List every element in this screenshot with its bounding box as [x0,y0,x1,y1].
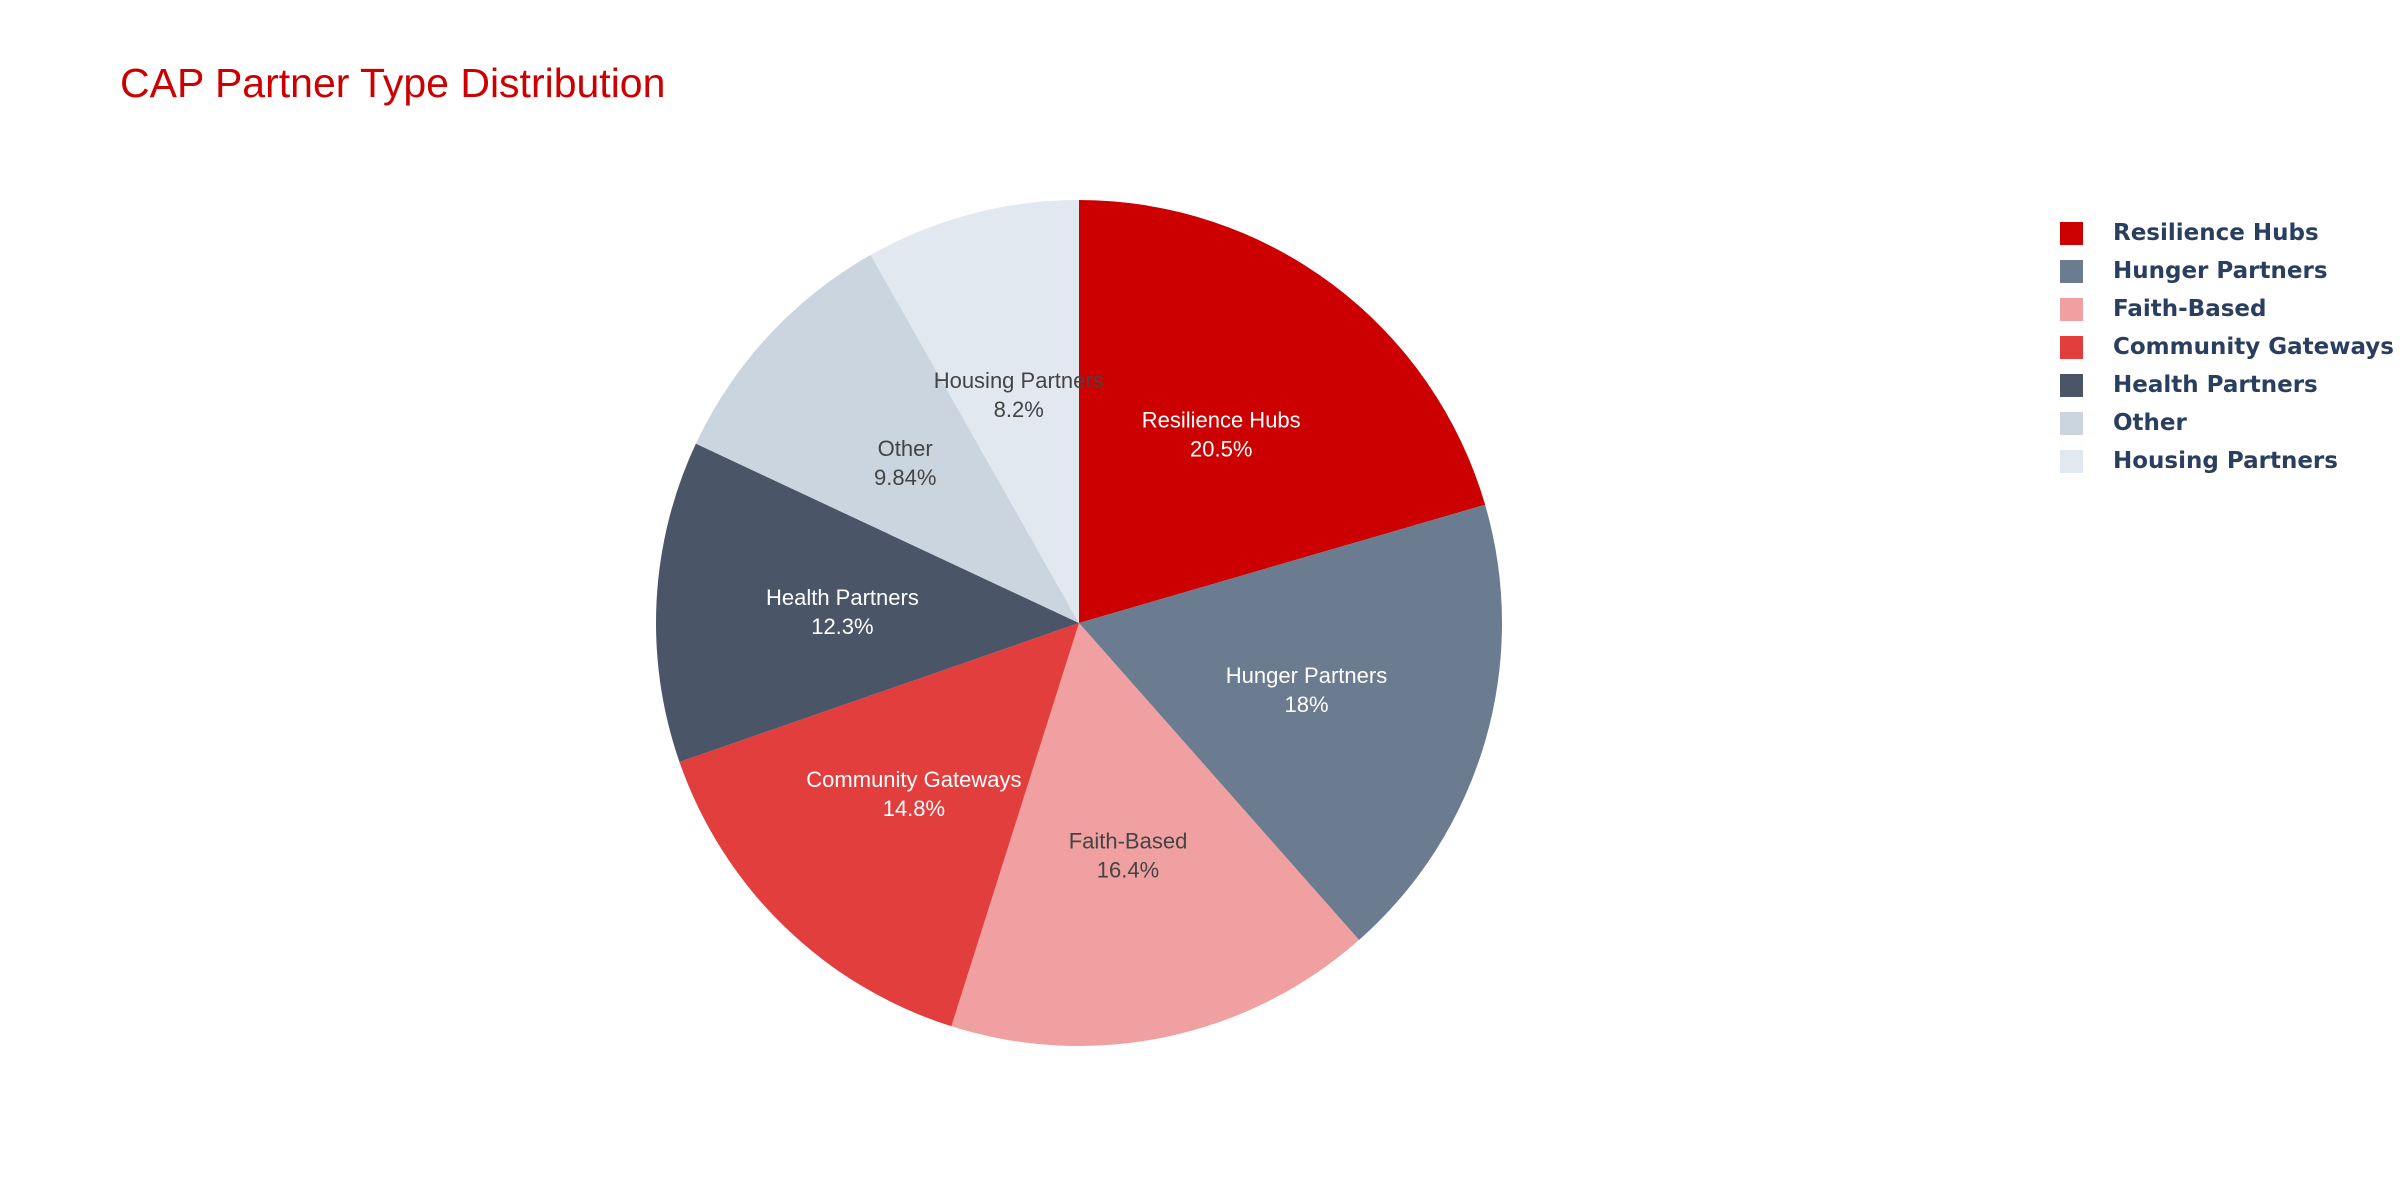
slice-percent: 9.84% [874,465,936,490]
legend-item-faith-based[interactable]: Faith-Based [2060,290,2394,328]
legend-label: Other [2113,410,2187,436]
slice-name: Hunger Partners [1226,663,1387,688]
legend-swatch [2060,297,2083,321]
slice-label-other: Other 9.84% [874,436,936,490]
slice-percent: 16.4% [1097,858,1159,883]
legend-item-housing-partners[interactable]: Housing Partners [2060,442,2394,480]
legend-swatch [2060,221,2083,245]
slice-percent: 20.5% [1190,437,1252,462]
slice-name: Faith-Based [1069,829,1188,854]
slice-percent: 14.8% [883,796,945,821]
slice-label-community-gateways: Community Gateways 14.8% [806,767,1021,821]
slice-percent: 12.3% [811,614,873,639]
legend-item-health-partners[interactable]: Health Partners [2060,366,2394,404]
legend-label: Health Partners [2113,372,2318,398]
pie-slice-faith-based[interactable] [951,623,1360,1047]
legend-label: Community Gateways [2113,334,2394,360]
legend-label: Housing Partners [2113,448,2338,474]
pie-slice-community-gateways[interactable] [679,623,1079,1027]
slice-name: Health Partners [766,585,919,610]
slice-label-health-partners: Health Partners 12.3% [766,585,919,639]
legend-swatch [2060,449,2083,473]
legend-label: Faith-Based [2113,296,2267,322]
legend-swatch [2060,259,2083,283]
legend-label: Hunger Partners [2113,258,2328,284]
legend-item-hunger-partners[interactable]: Hunger Partners [2060,252,2394,290]
legend-label: Resilience Hubs [2113,220,2319,246]
pie-slice-resilience-hubs[interactable] [1079,200,1486,623]
slice-name: Other [878,436,933,461]
slice-label-resilience-hubs: Resilience Hubs 20.5% [1142,408,1301,462]
slice-percent: 18% [1284,692,1328,717]
pie-slice-other[interactable] [695,254,1079,623]
legend-swatch [2060,411,2083,435]
slice-percent: 8.2% [994,397,1044,422]
slice-name: Community Gateways [806,767,1021,792]
slice-label-faith-based: Faith-Based 16.4% [1069,829,1188,883]
slice-name: Resilience Hubs [1142,408,1301,433]
pie-slice-health-partners[interactable] [656,443,1079,762]
pie-slice-housing-partners[interactable] [870,200,1079,623]
legend-item-resilience-hubs[interactable]: Resilience Hubs [2060,214,2394,252]
chart-title: CAP Partner Type Distribution [120,60,666,106]
legend: Resilience Hubs Hunger Partners Faith-Base… [2060,214,2394,480]
slice-label-hunger-partners: Hunger Partners 18% [1226,663,1387,717]
legend-swatch [2060,335,2083,359]
legend-item-other[interactable]: Other [2060,404,2394,442]
slice-name: Housing Partners [934,368,1104,393]
legend-swatch [2060,373,2083,397]
slice-label-housing-partners: Housing Partners 8.2% [934,368,1104,422]
pie-slice-hunger-partners[interactable] [1079,504,1502,941]
legend-item-community-gateways[interactable]: Community Gateways [2060,328,2394,366]
